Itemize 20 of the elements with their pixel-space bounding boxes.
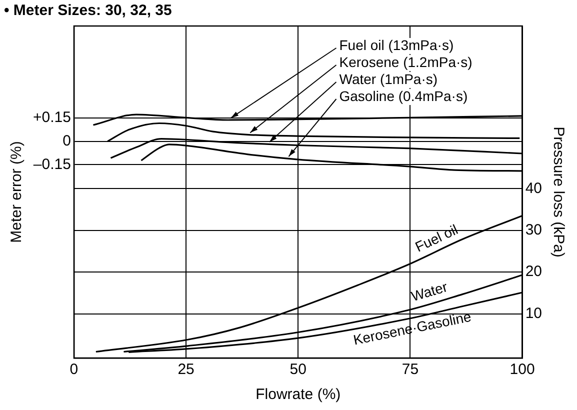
text: Water (1mPa·s) — [339, 70, 438, 87]
y-tick-label: –0.15 — [33, 156, 71, 173]
y2-tick-label: 40 — [525, 180, 542, 197]
x-tick-label: 25 — [178, 361, 194, 378]
chart-title: • Meter Sizes: 30, 32, 35 — [4, 2, 172, 20]
y2-tick-label: 10 — [525, 304, 542, 322]
y2-tick-label: 30 — [525, 222, 542, 239]
x-tick-label: 75 — [402, 361, 419, 378]
text: Kerosene (1.2mPa·s) — [339, 54, 472, 70]
y-tick-label: 0 — [62, 132, 71, 150]
y2-tick-label: 20 — [525, 263, 542, 280]
text: Water — [409, 278, 450, 304]
text: Fuel oil (13mPa·s) — [339, 36, 454, 53]
x-axis-title: Flowrate (%) — [256, 386, 341, 404]
x-tick-label: 100 — [510, 361, 535, 378]
text: Gasoline (0.4mPa·s) — [339, 88, 468, 104]
x-tick-label: 50 — [290, 361, 306, 378]
y-tick-label: +0.15 — [32, 109, 71, 126]
y-axis-title: Meter error (%) — [8, 141, 26, 243]
y2-axis-title: Pressure loss (kPa) — [550, 126, 567, 258]
